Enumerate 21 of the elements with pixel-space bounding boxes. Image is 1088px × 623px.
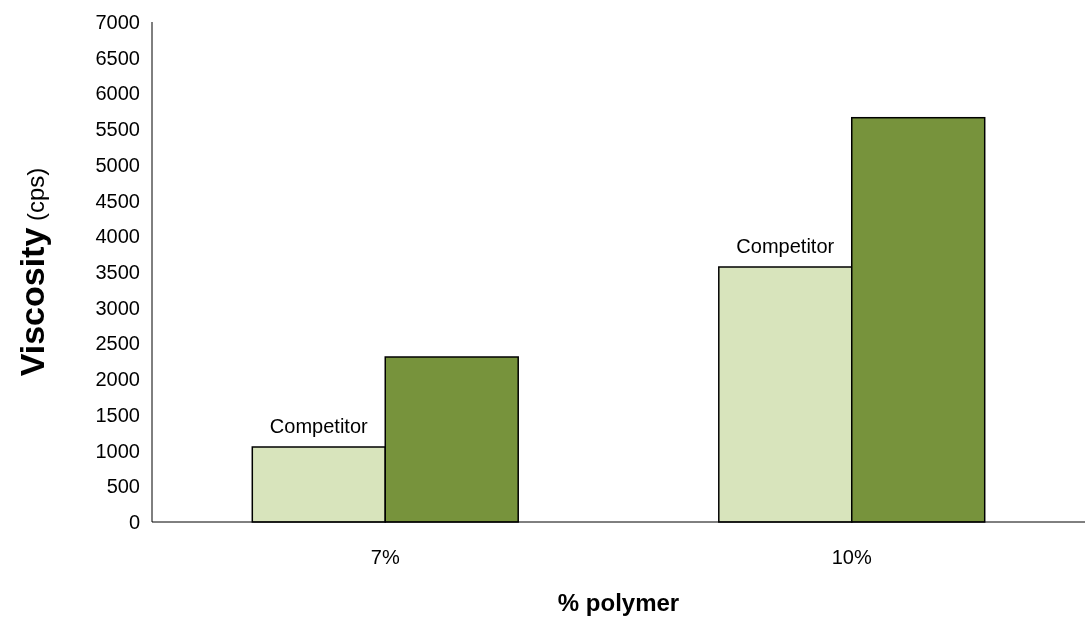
y-tick-label: 5500 xyxy=(95,118,140,141)
y-tick-label: 7000 xyxy=(95,11,140,33)
y-tick-label: 4000 xyxy=(95,225,140,248)
y-tick-label: 3000 xyxy=(95,296,140,319)
y-tick-label: 1000 xyxy=(95,439,140,462)
y-tick-label: 6000 xyxy=(95,82,140,105)
y-tick-label: 3500 xyxy=(95,261,140,283)
y-tick-label: 2500 xyxy=(95,332,140,355)
x-axis-title: % polymer xyxy=(557,589,680,616)
y-axis-title: Viscosity (cps) xyxy=(13,167,51,377)
y-tick-label: 500 xyxy=(106,475,140,498)
x-tick-label: 10% xyxy=(831,546,872,568)
text: Competitor xyxy=(736,235,835,257)
series-label: Competitor xyxy=(269,415,369,437)
x-tick-label: 7% xyxy=(370,546,400,568)
y-tick-label: 6500 xyxy=(95,46,140,69)
y-tick-label: 2000 xyxy=(95,368,140,391)
y-tick-label: 5000 xyxy=(95,153,140,176)
y-tick-label: 1500 xyxy=(95,403,140,426)
y-tick-label: 4500 xyxy=(95,189,140,212)
y-tick-label: 0 xyxy=(128,511,140,533)
